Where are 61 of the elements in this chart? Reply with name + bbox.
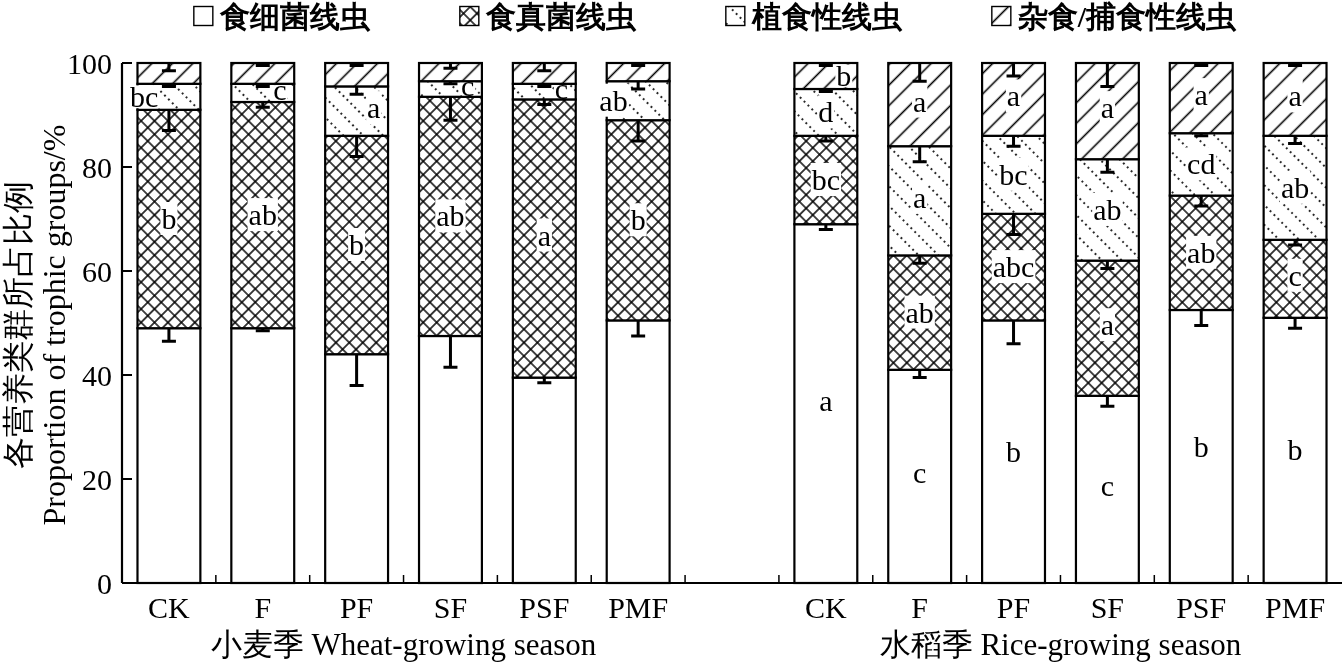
data-label: bc [130,79,159,113]
data-label: c [273,72,287,106]
data-label: b [1006,434,1022,468]
data-label: d [818,95,834,129]
y-tick-label: 60 [82,254,112,288]
x-tick-label: CK [805,590,848,624]
text: 水稻季 Rice-growing season [879,626,1242,662]
legend-label: 杂食/捕食性线虫 [1016,0,1238,33]
data-label: a [1100,91,1115,125]
data-label: a [819,383,833,417]
legend-label: 食真菌线虫 [484,0,637,33]
data-label: a [1194,78,1208,112]
x-tick-label: PSF [519,590,570,624]
y-tick-label: 0 [97,566,112,600]
x-tick-label: PMF [1265,590,1326,624]
x-tick-label: SF [1090,590,1125,624]
y-axis-title: 各营养类群所占比例 Proportion of trophic groups/% [0,124,72,526]
data-label: ab [248,198,277,232]
x-tick-label: F [911,590,929,624]
text: 小麦季 Wheat-growing season [210,626,597,662]
data-label: c [1100,469,1115,503]
legend-label: 植食性线虫 [750,0,903,33]
data-label: b [1287,433,1303,467]
x-tick-label: PF [339,590,374,624]
data-label: b [349,228,365,261]
data-label: a [913,84,927,118]
data-label: b [1193,429,1209,463]
data-label: bc [811,163,841,196]
x-tick-label: F [254,590,272,624]
data-label: ab [436,199,465,233]
y-tick-label: 100 [67,46,112,80]
y-tick-label: 80 [82,150,112,184]
x-tick-label: PF [996,590,1031,624]
data-label: c [1288,258,1302,292]
data-label: b [836,59,852,92]
data-label: c [460,69,475,102]
data-label: c [554,71,569,105]
data-label: a [1006,79,1021,113]
data-label: bc [999,157,1028,191]
legend-label: 食细菌线虫 [218,0,371,33]
data-label: abc [992,250,1035,284]
x-tick-label: PMF [608,590,669,624]
data-label: b [161,202,177,235]
data-label: cd [1187,147,1216,181]
data-label: a [1100,308,1115,342]
data-label: b [630,203,646,237]
data-label: a [1288,79,1302,113]
data-label: ab [599,83,628,117]
data-label: a [367,91,381,125]
data-label: ab [1093,192,1122,226]
data-label: a [913,180,927,214]
x-tick-label: SF [433,590,468,624]
y-tick-label: 40 [82,358,112,392]
data-label: ab [905,295,934,329]
y-tick-label: 20 [82,462,112,496]
x-tick-label: CK [148,590,191,624]
data-label: ab [1187,235,1216,269]
data-label: a [537,218,551,252]
data-label: c [913,456,927,490]
data-label: ab [1280,170,1310,204]
x-tick-label: PSF [1176,590,1227,624]
